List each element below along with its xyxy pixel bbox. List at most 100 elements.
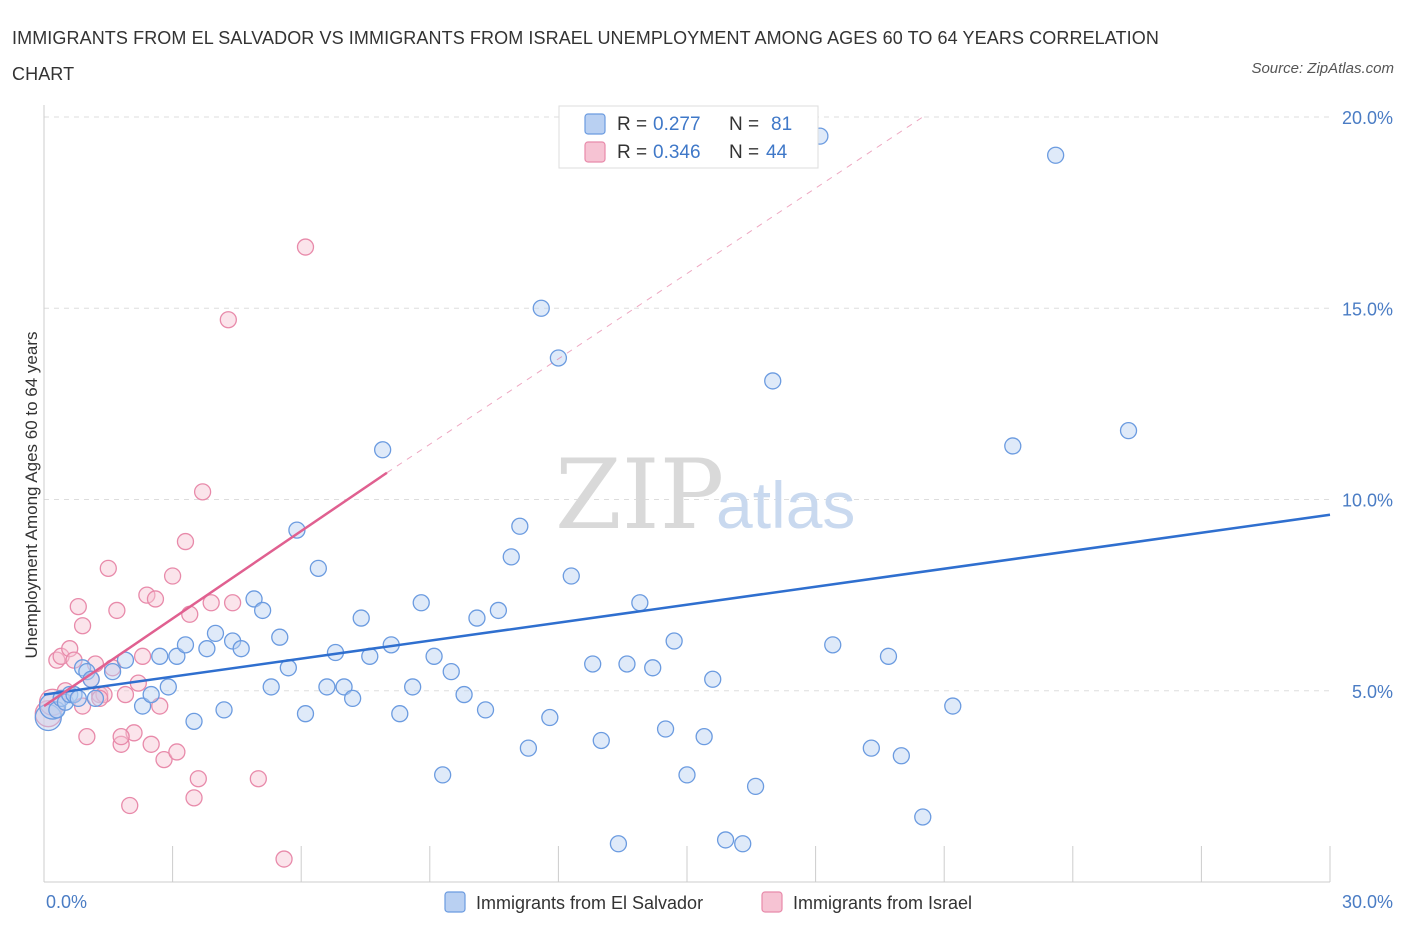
salvador-point-75 [824,636,842,654]
salvador-point-37 [343,689,362,708]
salvador-point-40 [373,441,392,459]
salvador-point-53 [511,517,529,535]
bottom-legend-label-salvador: Immigrants from El Salvador [476,893,703,913]
x-tick-label-max: 30.0% [1342,892,1393,912]
legend-r-label-israel: R = [617,142,647,163]
series-israel-points [34,238,315,868]
israel-point-30 [176,532,195,551]
watermark-zip: ZIP [555,439,724,551]
salvador-point-23 [215,701,233,719]
y-tick-label-15: 15.0% [1342,299,1393,319]
y-tick-label-5: 5.0% [1352,682,1393,702]
salvador-point-63 [631,594,649,612]
salvador-point-25 [232,640,250,658]
salvador-point-52 [502,548,520,566]
israel-point-19 [121,796,139,815]
israel-point-24 [142,735,160,753]
legend-n-value-israel: 44 [766,142,788,163]
y-tick-label-20: 20.0% [1342,108,1393,128]
watermark: ZIP atlas [555,439,855,551]
israel-point-38 [249,770,267,788]
legend-r-value-salvador: 0.277 [653,114,701,135]
salvador-point-49 [468,609,486,627]
salvador-point-55 [532,299,550,317]
israel-point-39 [275,850,293,868]
legend-n-label-salvador: N = [729,114,759,135]
israel-point-16 [108,601,126,620]
salvador-point-48 [455,685,473,704]
salvador-point-57 [549,349,568,367]
salvador-point-31 [288,521,306,539]
israel-point-36 [219,311,237,329]
chart-title: IMMIGRANTS FROM EL SALVADOR VS IMMIGRANT… [12,28,1159,84]
israel-point-8 [73,617,92,635]
salvador-point-78 [892,747,910,765]
israel-point-22 [133,647,152,665]
salvador-point-56 [541,708,559,727]
salvador-point-61 [609,835,628,853]
salvador-point-70 [716,831,735,849]
salvador-point-71 [734,835,752,853]
salvador-point-13 [116,651,135,669]
chart-source: Source: ZipAtlas.com [1251,60,1394,77]
y-tick-labels: 5.0% 10.0% 15.0% 20.0% [1342,108,1393,702]
salvador-point-36 [335,678,353,696]
israel-point-43 [91,689,109,708]
salvador-point-15 [142,685,160,704]
salvador-point-69 [704,670,722,688]
x-ticks [43,846,1331,882]
salvador-point-44 [412,594,430,612]
salvador-point-28 [262,678,280,696]
salvador-point-32 [296,705,315,723]
israel-point-34 [193,483,212,501]
salvador-point-19 [176,636,195,654]
israel-point-41 [112,728,130,746]
israel-point-18 [116,685,135,704]
israel-point-31 [181,605,199,623]
israel-point-29 [168,743,186,761]
salvador-point-51 [489,601,508,620]
salvador-point-81 [1004,437,1022,455]
salvador-point-33 [309,559,327,577]
salvador-point-76 [862,739,880,757]
salvador-point-45 [425,647,443,665]
salvador-point-17 [159,678,177,696]
watermark-atlas: atlas [716,468,855,542]
trend-line-israel [43,471,388,708]
salvador-point-38 [352,609,370,627]
israel-point-25 [146,590,165,608]
bottom-legend-swatch-salvador [444,891,466,913]
salvador-point-83 [1119,421,1138,440]
salvador-point-60 [592,731,610,750]
salvador-point-16 [151,647,169,665]
salvador-point-80 [944,697,962,715]
salvador-point-11 [86,689,105,708]
y-tick-label-10: 10.0% [1342,491,1393,511]
salvador-point-20 [185,712,203,730]
israel-point-23 [138,586,156,604]
salvador-point-47 [442,662,460,681]
salvador-point-43 [404,678,422,696]
salvador-point-21 [198,640,216,658]
legend-n-label-israel: N = [729,142,759,163]
legend-box: R = 0.277 N = 81 R = 0.346 N = 44 [558,105,819,169]
salvador-point-27 [253,601,272,620]
israel-point-28 [163,567,182,585]
israel-point-9 [78,728,96,746]
salvador-point-54 [519,739,538,757]
salvador-point-22 [206,624,225,643]
salvador-point-64 [644,659,662,677]
legend-r-label-salvador: R = [617,114,647,135]
israel-point-26 [151,697,169,715]
israel-point-27 [155,750,173,769]
salvador-point-12 [103,662,122,681]
salvador-point-46 [434,766,452,784]
legend-r-value-israel: 0.346 [653,142,701,163]
israel-point-32 [185,789,203,807]
trend-lines [43,116,1331,708]
israel-point-20 [125,724,143,742]
legend-swatch-israel [584,141,606,163]
salvador-point-72 [746,777,765,796]
salvador-point-26 [245,590,263,608]
